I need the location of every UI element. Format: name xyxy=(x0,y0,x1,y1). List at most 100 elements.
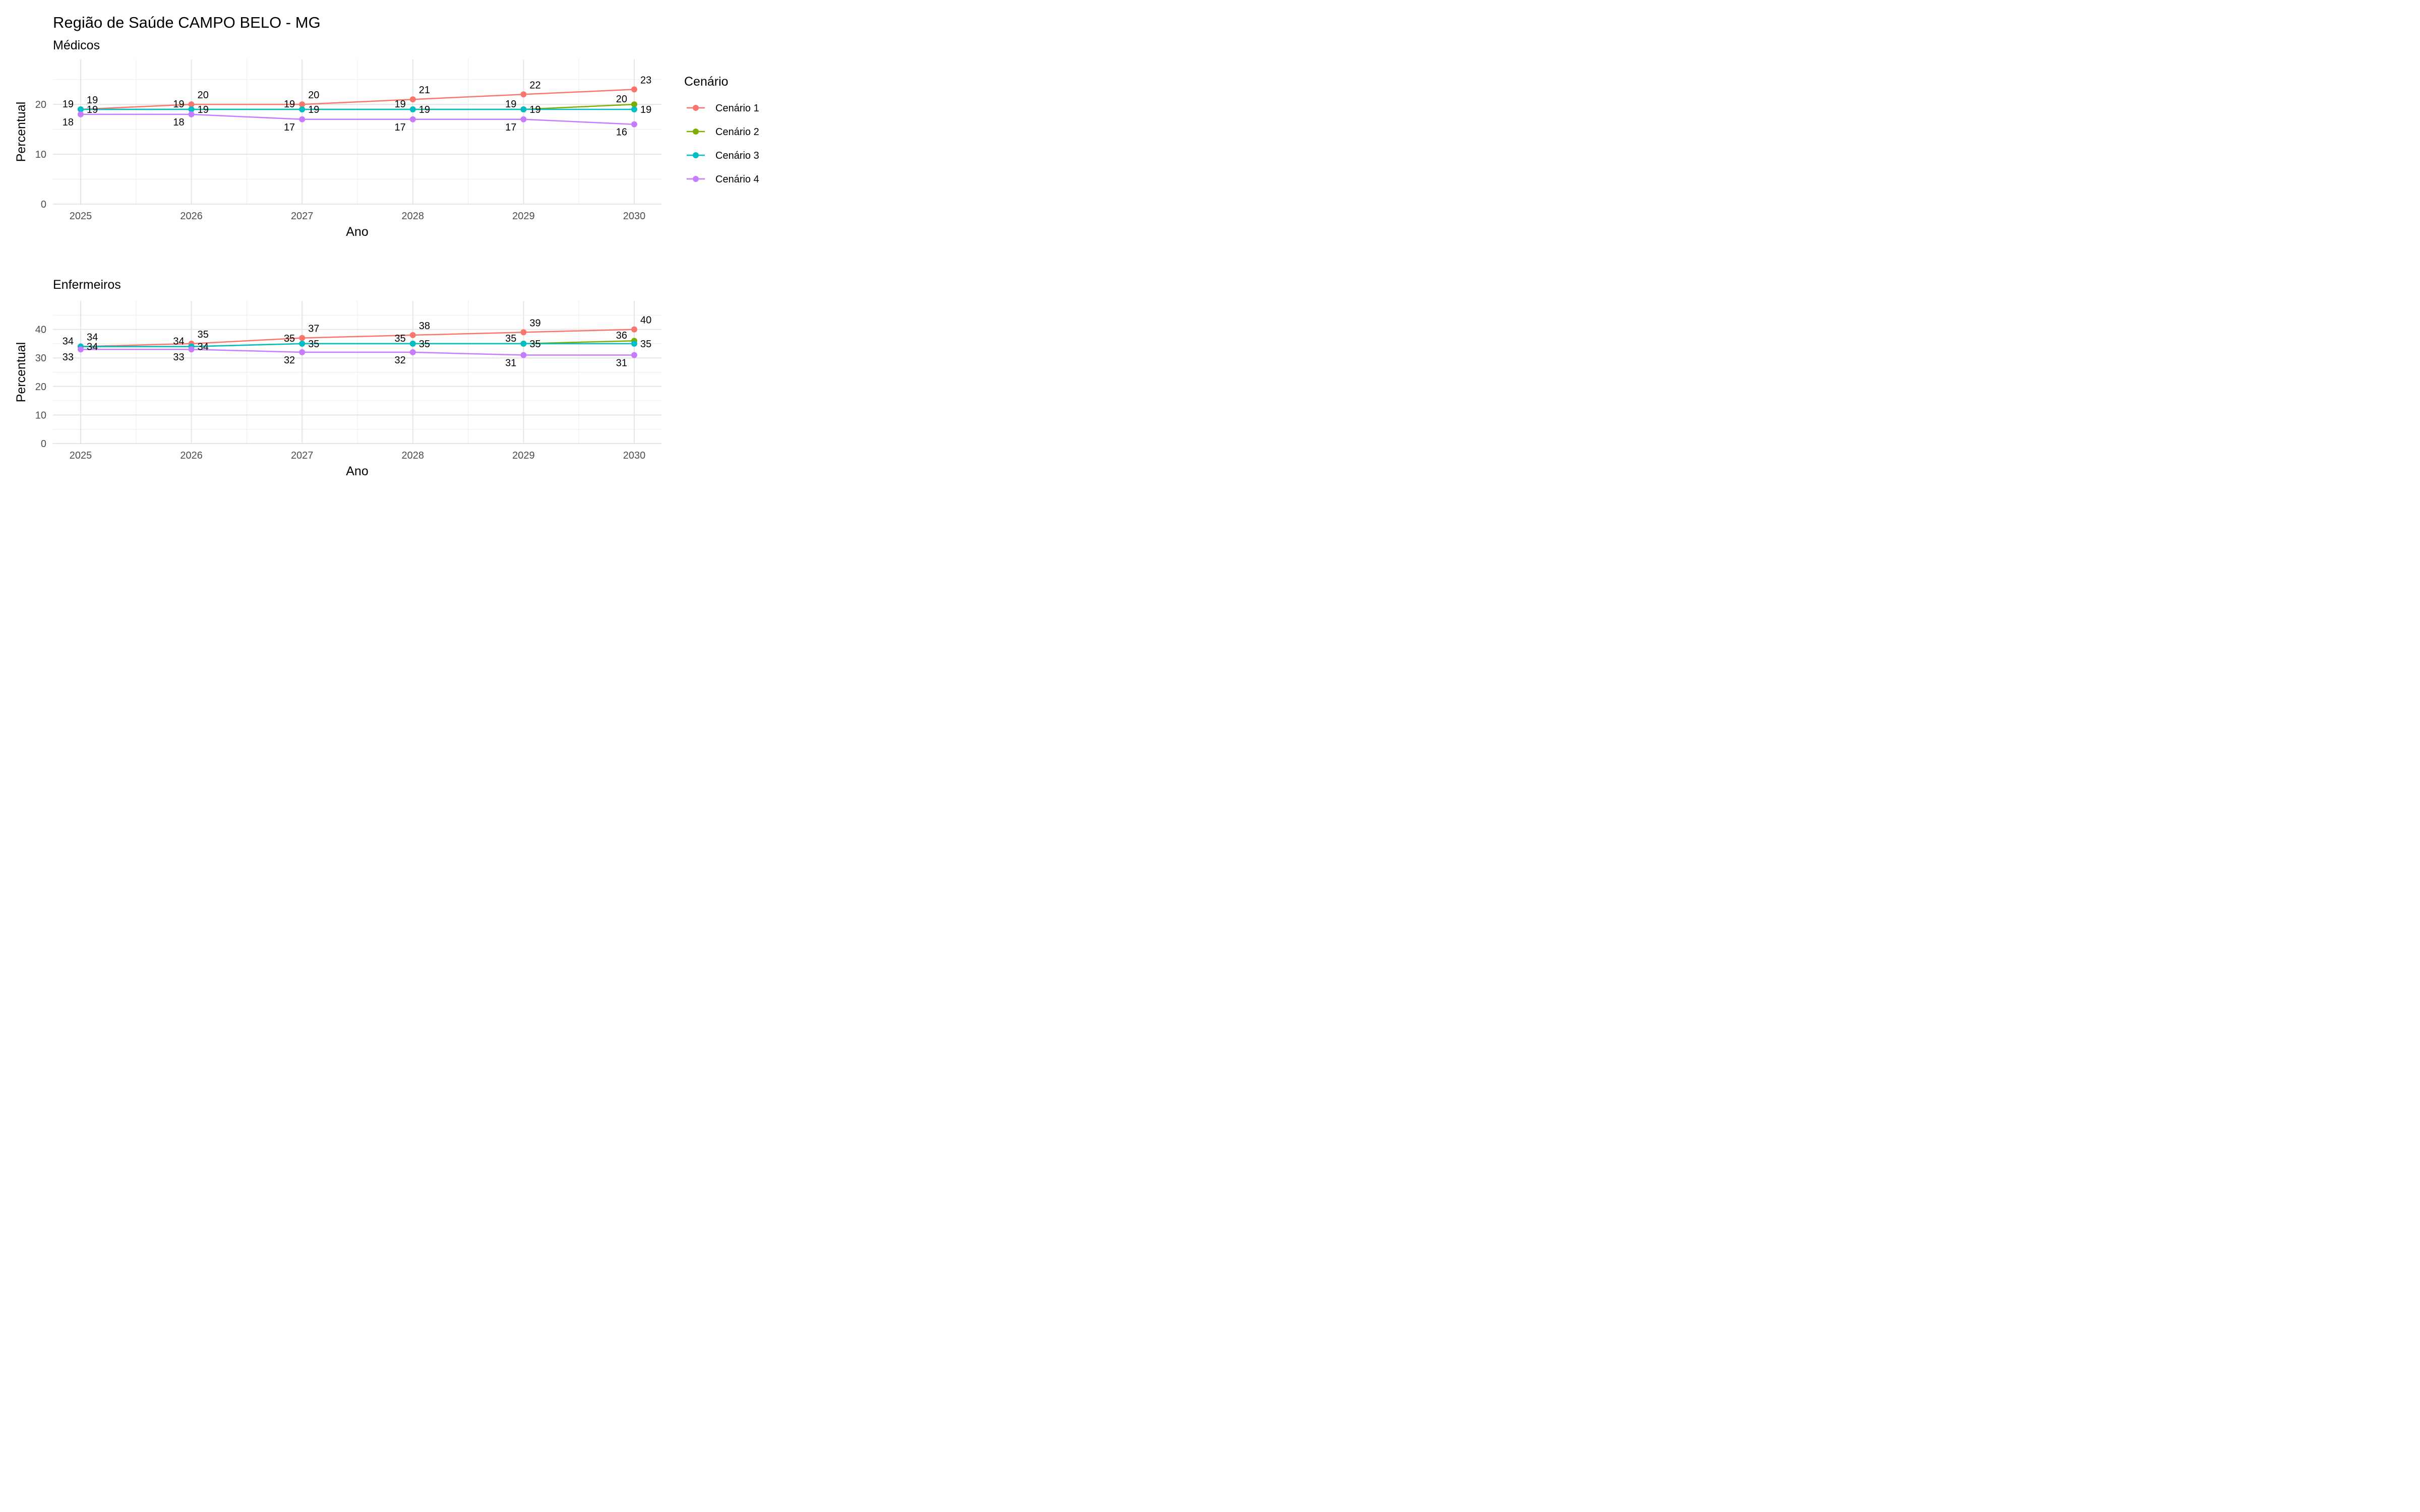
legend-key-point xyxy=(693,129,699,135)
y-axis-label: Percentual xyxy=(14,342,28,403)
x-tick-label: 2025 xyxy=(70,450,92,461)
panel-subtitle: Médicos xyxy=(53,38,100,52)
data-label: 34 xyxy=(87,332,98,343)
data-label: 31 xyxy=(505,358,516,369)
data-label: 34 xyxy=(63,336,74,347)
data-label: 19 xyxy=(173,99,184,110)
data-point xyxy=(520,106,527,112)
data-point xyxy=(299,349,306,355)
data-point xyxy=(631,106,637,112)
y-tick-label: 10 xyxy=(35,149,46,160)
data-label: 35 xyxy=(640,339,651,350)
data-label: 34 xyxy=(198,342,209,353)
data-label: 32 xyxy=(284,355,295,366)
data-point xyxy=(409,106,416,112)
data-label: 19 xyxy=(529,104,540,115)
data-point xyxy=(520,91,527,98)
y-axis-label: Percentual xyxy=(14,102,28,162)
x-tick-label: 2029 xyxy=(512,211,535,222)
data-point xyxy=(631,101,637,108)
data-label: 35 xyxy=(308,339,319,350)
x-axis-label: Ano xyxy=(346,464,368,478)
data-label: 23 xyxy=(640,75,651,86)
data-label: 34 xyxy=(87,342,98,353)
data-point xyxy=(409,340,416,347)
data-label: 35 xyxy=(198,329,209,340)
data-label: 36 xyxy=(616,330,627,341)
legend-key-point xyxy=(693,176,699,182)
data-point xyxy=(520,340,527,347)
data-label: 31 xyxy=(616,358,627,369)
x-tick-label: 2025 xyxy=(70,211,92,222)
y-tick-label: 20 xyxy=(35,382,46,393)
data-label: 39 xyxy=(529,318,540,329)
data-point xyxy=(520,352,527,358)
data-label: 20 xyxy=(616,94,627,105)
data-label: 19 xyxy=(87,104,98,115)
series-line-3 xyxy=(81,343,634,347)
panel-1: Médicos 0 10 20 2025 2026 2027 2028 2029 2030 Ano P… xyxy=(14,38,661,239)
data-label: 18 xyxy=(173,117,184,128)
data-label: 35 xyxy=(419,339,430,350)
series-line-4 xyxy=(81,348,634,356)
data-point xyxy=(520,116,527,122)
chart-title: Região de Saúde CAMPO BELO - MG xyxy=(53,14,321,31)
data-label: 37 xyxy=(308,324,319,335)
legend-label: Cenário 4 xyxy=(715,174,759,185)
x-tick-label: 2030 xyxy=(623,450,646,461)
data-point xyxy=(299,106,306,112)
y-tick-label: 40 xyxy=(35,325,46,336)
data-point xyxy=(188,106,195,112)
data-label: 17 xyxy=(505,122,516,133)
data-label: 34 xyxy=(173,336,184,347)
series-line-1 xyxy=(80,89,635,110)
data-label: 19 xyxy=(284,99,295,110)
series-line-4 xyxy=(81,113,635,125)
data-label: 20 xyxy=(198,90,209,101)
legend-key-point xyxy=(693,105,699,111)
legend-item-2: Cenário 2 xyxy=(687,127,759,138)
legend-key-point xyxy=(693,152,699,158)
data-point xyxy=(520,329,527,336)
data-point xyxy=(631,352,637,358)
series-line-1 xyxy=(80,329,635,347)
data-label: 19 xyxy=(640,104,651,115)
data-label: 35 xyxy=(505,333,516,344)
data-label: 33 xyxy=(173,352,184,363)
data-label: 35 xyxy=(395,333,406,344)
data-point xyxy=(409,116,416,122)
y-tick-label: 0 xyxy=(41,438,46,450)
data-label: 18 xyxy=(63,117,74,128)
data-point xyxy=(78,346,84,353)
data-point xyxy=(299,340,306,347)
data-point xyxy=(409,349,416,355)
data-point xyxy=(299,101,306,108)
x-tick-label: 2029 xyxy=(512,450,535,461)
data-point xyxy=(78,106,84,112)
chart-figure: Região de Saúde CAMPO BELO - MG Médicos 0… xyxy=(0,0,780,488)
y-tick-label: 20 xyxy=(35,99,46,110)
chart-canvas: Região de Saúde CAMPO BELO - MG Médicos 0… xyxy=(14,14,759,478)
data-point xyxy=(631,340,637,347)
data-point xyxy=(409,332,416,338)
legend-item-3: Cenário 3 xyxy=(687,150,759,161)
y-tick-label: 30 xyxy=(35,353,46,364)
legend: Cenário Cenário 1 Cenário 2 Cenário 3 Cenári… xyxy=(684,75,759,185)
legend-label: Cenário 1 xyxy=(715,103,759,114)
x-tick-label: 2028 xyxy=(402,211,425,222)
data-point xyxy=(299,335,306,341)
data-point xyxy=(78,111,84,117)
data-point xyxy=(188,346,195,353)
legend-label: Cenário 3 xyxy=(715,150,759,161)
data-label: 20 xyxy=(308,90,319,101)
legend-item-1: Cenário 1 xyxy=(687,103,759,114)
data-label: 17 xyxy=(395,122,406,133)
data-point xyxy=(631,326,637,333)
data-point xyxy=(409,96,416,103)
data-point xyxy=(631,86,637,93)
data-label: 32 xyxy=(395,355,406,366)
data-label: 19 xyxy=(419,104,430,115)
x-axis-label: Ano xyxy=(346,225,368,239)
data-point xyxy=(299,116,306,122)
